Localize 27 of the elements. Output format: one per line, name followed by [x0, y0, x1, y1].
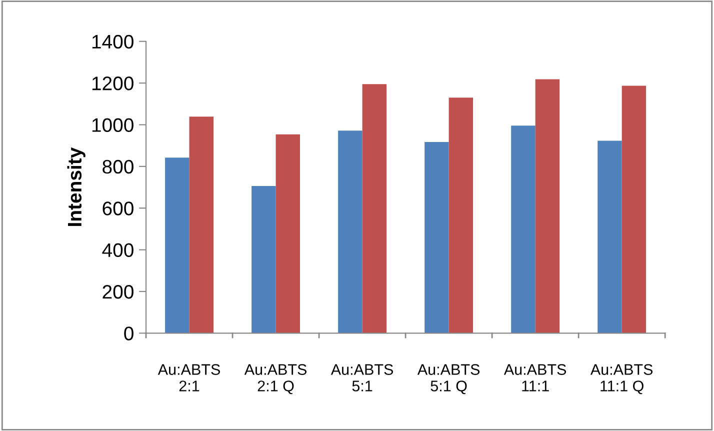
bar	[424, 142, 449, 334]
bar	[448, 98, 474, 334]
bar	[165, 158, 190, 334]
y-tick-label: 200	[102, 284, 134, 299]
x-tick-label: Au:ABTS 11:1	[504, 364, 566, 392]
y-axis-title: Intensity	[67, 147, 86, 226]
y-tick-label: 0	[124, 326, 134, 340]
x-tick-label: Au:ABTS 2:1 Q	[244, 364, 306, 394]
x-tick-label: Au:ABTS 11:1 Q	[590, 364, 653, 394]
y-tick-label: 1000	[92, 118, 134, 132]
y-tick-label: 800	[102, 160, 134, 174]
x-tick-label: Au:ABTS 2:1	[158, 364, 220, 392]
y-tick-label: 600	[102, 202, 134, 216]
bar	[276, 134, 300, 334]
y-tick-label: 400	[102, 243, 134, 258]
bar	[189, 116, 214, 334]
bar	[535, 79, 560, 334]
bar	[362, 84, 387, 334]
y-tick-label: 1400	[92, 34, 134, 49]
y-tick-label: 1200	[92, 76, 134, 90]
bar	[598, 140, 622, 334]
bar	[511, 126, 536, 334]
bar	[338, 130, 362, 334]
bar	[622, 86, 646, 334]
x-tick-label: Au:ABTS 5:1 Q	[417, 364, 480, 394]
bar	[252, 186, 276, 334]
x-tick-label: Au:ABTS 5:1	[330, 364, 394, 392]
